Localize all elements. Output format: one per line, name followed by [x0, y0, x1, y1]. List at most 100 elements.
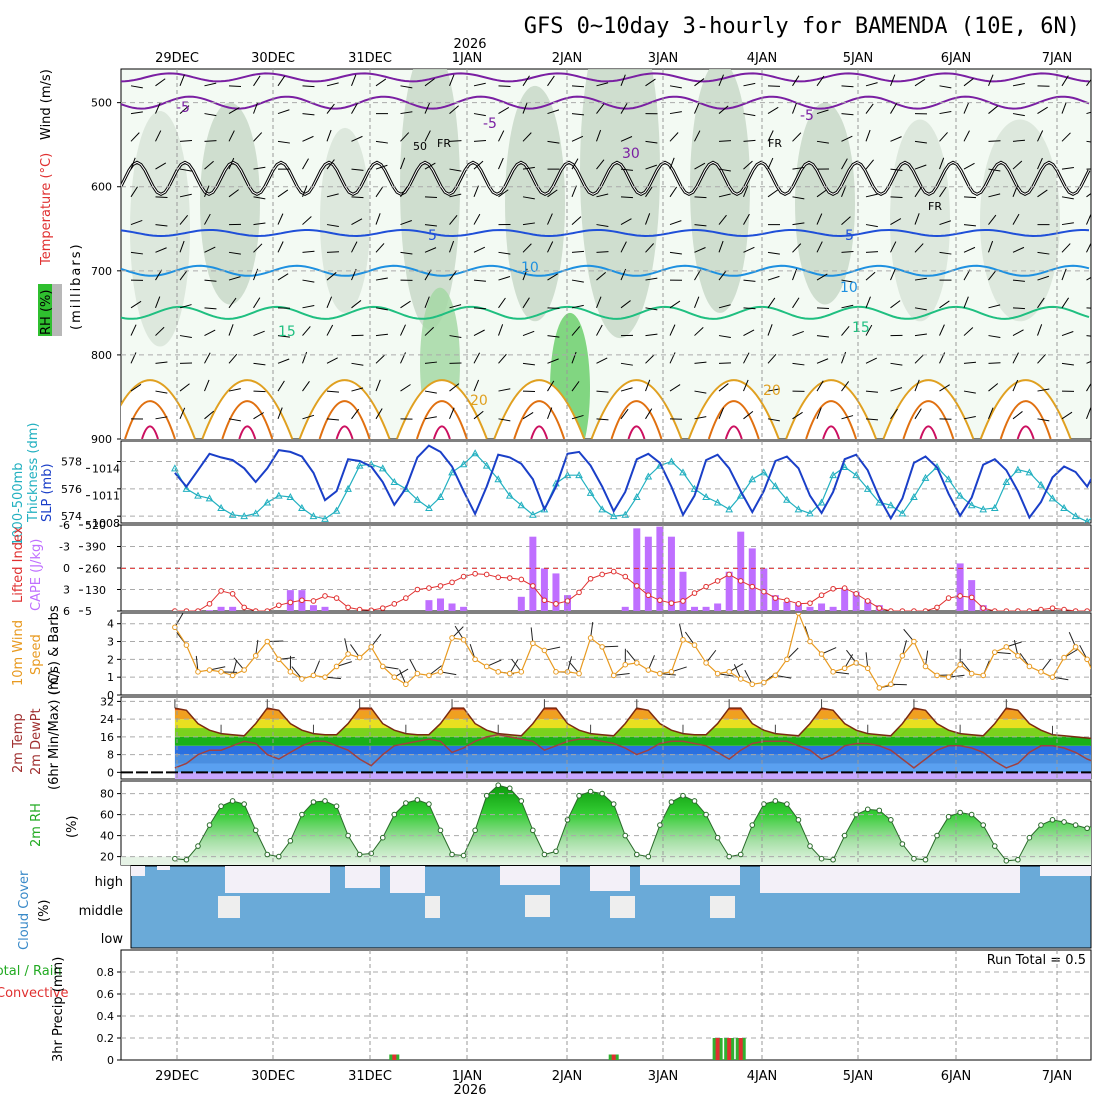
- wind-barb: [498, 251, 511, 255]
- wind-barb: [375, 333, 388, 337]
- tick-label: 60: [100, 809, 114, 822]
- wind-barb: [620, 408, 629, 420]
- wind-barb: [351, 300, 362, 309]
- wind-barb: [620, 218, 632, 226]
- tick-label: 574: [61, 510, 82, 523]
- wind-barb: [204, 352, 211, 364]
- contour-label-0: 30: [622, 146, 640, 162]
- cape-bar: [448, 603, 456, 611]
- temp-band: [174, 754, 1091, 764]
- wind-barb: [620, 74, 626, 86]
- wind-barb: [1012, 139, 1025, 142]
- wind-barb: [547, 213, 553, 225]
- cloud-gap-high: [760, 866, 1020, 893]
- cloud-gap-mid: [610, 896, 635, 918]
- wind-barb: [155, 326, 165, 336]
- thickness-series-point: [586, 488, 595, 496]
- wind-barb: [179, 383, 190, 392]
- contour-line-25: [124, 400, 176, 439]
- rh-series-point: [333, 803, 340, 810]
- wind-barb: [375, 140, 388, 144]
- wind-barb: [400, 251, 413, 255]
- rh-series-point: [599, 790, 605, 797]
- wind-barb: [988, 362, 1001, 364]
- contour-line-25: [610, 400, 663, 439]
- wind-barb: [351, 135, 363, 142]
- wind-barb: [767, 251, 780, 255]
- wind-barb: [718, 140, 732, 142]
- li-series-point: [218, 588, 224, 594]
- tick-label: 0: [63, 562, 70, 575]
- wind-barb: [1086, 213, 1091, 225]
- li-series-point: [1049, 605, 1056, 611]
- wind-barb: [498, 106, 510, 114]
- wind-barb: [277, 335, 290, 338]
- thickness-series-point: [471, 449, 479, 457]
- wind-barb: [155, 196, 168, 198]
- wind-barb: [841, 304, 854, 309]
- wind-barb: [890, 268, 896, 281]
- cloud-gap-mid: [525, 895, 550, 917]
- wind-barb: [645, 213, 651, 225]
- rh-series-point: [818, 855, 825, 862]
- wind-barb: [669, 324, 676, 336]
- thickness-series-point: [390, 477, 399, 485]
- wind-speed-series-point: [1026, 663, 1033, 670]
- thickness-series-point: [205, 494, 214, 502]
- thickness-series-point: [713, 498, 722, 506]
- label-thickness-a: 1000-500mb: [11, 462, 26, 546]
- wind-barb: [767, 324, 773, 336]
- wind-barb: [841, 381, 850, 392]
- wind-speed-series-point: [703, 660, 709, 666]
- rh-series-point: [264, 851, 271, 858]
- li-series-point: [703, 583, 709, 590]
- cloud-gap-high: [225, 866, 330, 893]
- wind-barb: [939, 111, 952, 115]
- wind-speed-series-point: [460, 636, 467, 643]
- wind-speed-series-point: [518, 669, 525, 675]
- wind-barb: [449, 407, 455, 420]
- thickness-series-point: [863, 484, 872, 492]
- wind-barb: [743, 307, 756, 310]
- rh-series-point: [749, 822, 756, 828]
- label-minmax: (6hr Min/Max) (°C): [47, 670, 62, 790]
- thickness-series-point: [459, 460, 468, 468]
- rh-series-point: [795, 817, 802, 823]
- wind-speed-series-point: [714, 670, 721, 677]
- wind-speed-series-point: [1049, 674, 1056, 680]
- wind-barb: [939, 300, 950, 309]
- wind-barb: [792, 243, 802, 253]
- contour-label-5b: 5: [845, 228, 854, 244]
- label-cloud-pct: (%): [37, 900, 52, 923]
- li-series-point: [229, 591, 236, 597]
- tick-label: 0.4: [97, 1010, 115, 1023]
- wind-barb: [1037, 297, 1045, 309]
- upper-y-ticks: 500 600 700 800 900: [91, 97, 1091, 446]
- wind-barb: [449, 168, 462, 172]
- fr-label-b: FR: [768, 137, 782, 150]
- wind-barb: [547, 407, 553, 419]
- li-series-point: [957, 593, 963, 599]
- rh-series-point: [276, 853, 282, 860]
- wind-barb: [767, 418, 780, 422]
- wind-barb: [620, 196, 634, 199]
- wind-speed-series-point: [229, 672, 236, 679]
- wind-barb: [204, 82, 217, 87]
- wind-barb: [302, 135, 314, 142]
- wind-barb: [694, 102, 700, 114]
- wind-barb: [1061, 132, 1071, 142]
- wind-barb: [620, 136, 633, 142]
- li-series-point: [379, 605, 386, 611]
- wind-barb: [963, 415, 976, 420]
- wind-barb: [1061, 297, 1070, 309]
- thickness-series-point: [910, 492, 918, 501]
- wind-barb: [155, 247, 167, 253]
- wind-barb: [547, 109, 560, 115]
- wind-y-ticks: 4 3 2 1 0: [107, 618, 121, 702]
- contour-line-25: [902, 400, 955, 439]
- cape-bar: [794, 603, 802, 611]
- thickness-series-point: [771, 482, 780, 490]
- wind-barb: [228, 130, 235, 142]
- wind-barb: [767, 130, 774, 142]
- wind-barb: [1061, 268, 1067, 281]
